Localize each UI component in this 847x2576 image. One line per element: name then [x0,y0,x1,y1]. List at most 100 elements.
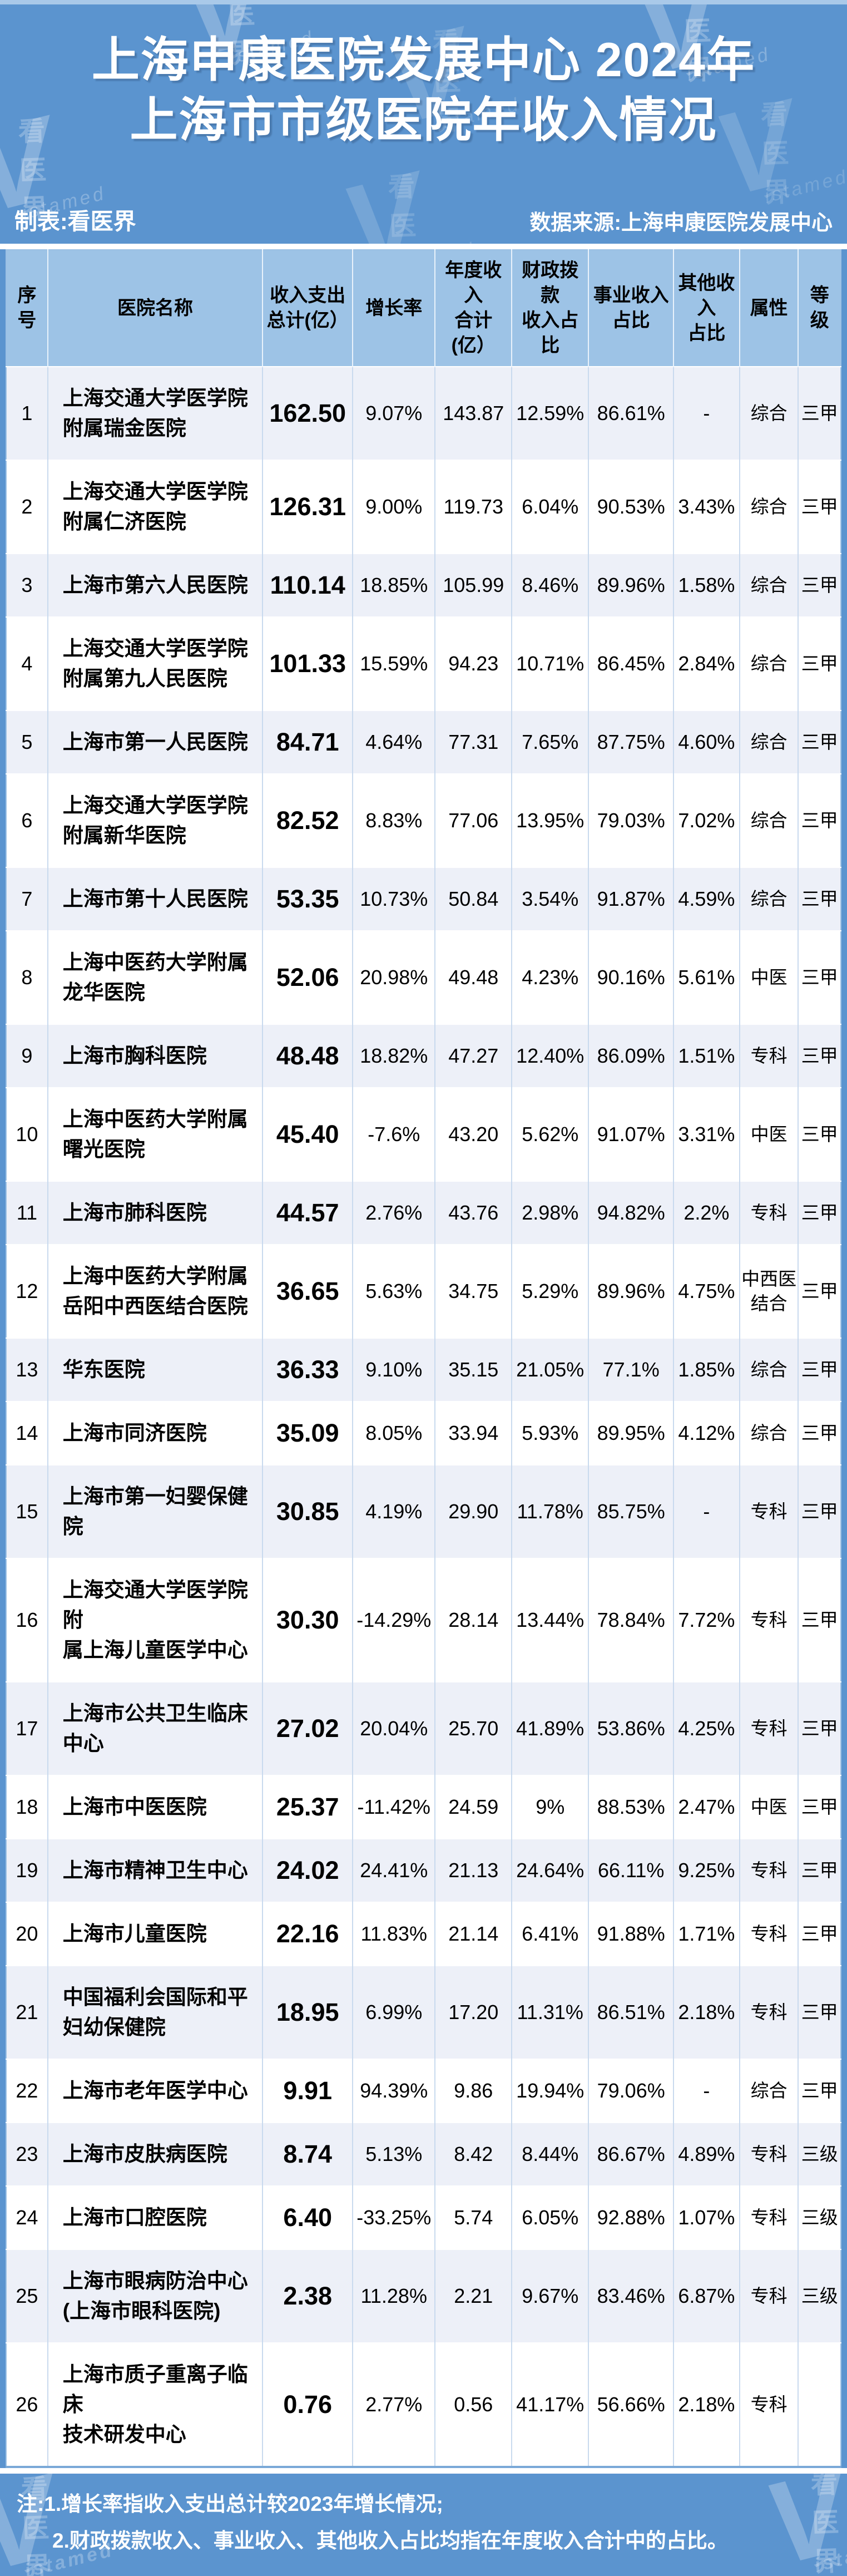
attribute-value: 专科 [739,1558,799,1682]
other-ratio-value: 5.61% [673,930,740,1024]
attribute-value: 专科 [739,1024,799,1088]
row-index: 13 [6,1338,48,1401]
business-ratio-value: 94.82% [588,1181,675,1245]
hospital-name: 上海交通大学医学院 附属瑞金医院 [47,366,264,460]
annual-income-value: 77.06 [435,773,513,867]
total-income-expense-value: 84.71 [262,710,354,774]
hospital-name: 上海市第六人民医院 [47,553,264,617]
hospital-name: 上海市胸科医院 [47,1024,264,1088]
col-header-other-ratio: 其他收入 占比 [673,250,740,367]
growth-rate-value: 18.85% [353,553,436,617]
attribute-value: 中医 [739,1087,799,1181]
business-ratio-value: 86.45% [588,616,675,710]
fiscal-ratio-value: 3.54% [512,867,590,931]
header-band: V 看医界 istamed V 看医界 istamed V 看医界 istame… [0,4,847,244]
annual-income-value: 35.15 [435,1338,513,1401]
grade-value: 三甲 [798,2059,841,2123]
fiscal-ratio-value: 19.94% [512,2059,590,2123]
row-index: 12 [6,1244,48,1338]
attribute-value: 综合 [739,710,799,774]
other-ratio-value: - [673,1464,740,1558]
fiscal-ratio-value: 7.65% [512,710,590,774]
page-title-line1: 上海申康医院发展中心 2024年 [91,33,756,87]
growth-rate-value: 9.00% [353,460,436,554]
grade-value: 三甲 [798,1558,841,1682]
growth-rate-value: 20.04% [353,1681,436,1775]
attribute-value: 专科 [739,1181,799,1245]
row-index: 20 [6,1902,48,1966]
grade-value: 三甲 [798,366,841,460]
total-income-expense-value: 48.48 [262,1024,354,1088]
row-index: 18 [6,1775,48,1839]
fiscal-ratio-value: 6.41% [512,1902,590,1966]
fiscal-ratio-value: 21.05% [512,1338,590,1401]
hospital-name: 上海市儿童医院 [47,1902,264,1966]
grade-value: 三甲 [798,460,841,554]
growth-rate-value: 18.82% [353,1024,436,1088]
attribute-value: 专科 [739,2185,799,2249]
row-index: 24 [6,2185,48,2249]
other-ratio-value: 7.02% [673,773,740,867]
row-index: 10 [6,1087,48,1181]
growth-rate-value: 9.10% [353,1338,436,1401]
row-index: 14 [6,1401,48,1465]
col-header-business-ratio: 事业收入 占比 [588,250,675,367]
fiscal-ratio-value: 9.67% [512,2249,590,2343]
growth-rate-value: 11.83% [353,1902,436,1966]
row-index: 22 [6,2059,48,2123]
grade-value: 三级 [798,2122,841,2186]
annual-income-value: 21.14 [435,1902,513,1966]
growth-rate-value: 20.98% [353,930,436,1024]
table-row: 23 上海市皮肤病医院 8.74 5.13% 8.42 8.44% 86.67%… [6,2122,841,2186]
other-ratio-value: 7.72% [673,1558,740,1682]
hospital-name: 上海市第十人民医院 [47,867,264,931]
total-income-expense-value: 82.52 [262,773,354,867]
annual-income-value: 28.14 [435,1558,513,1682]
business-ratio-value: 78.84% [588,1558,675,1682]
fiscal-ratio-value: 41.89% [512,1681,590,1775]
grade-value: 三甲 [798,1775,841,1839]
growth-rate-value: 10.73% [353,867,436,931]
annual-income-value: 43.76 [435,1181,513,1245]
business-ratio-value: 77.1% [588,1338,675,1401]
other-ratio-value: 1.51% [673,1024,740,1088]
annual-income-value: 2.21 [435,2249,513,2343]
footer-notes-band: V 看医界 istamed V 看医界 istamed 注:1.增长率指收入支出… [0,2474,847,2576]
total-income-expense-value: 9.91 [262,2059,354,2123]
growth-rate-value: -7.6% [353,1087,436,1181]
attribute-value: 专科 [739,1965,799,2059]
other-ratio-value: 2.84% [673,616,740,710]
annual-income-value: 105.99 [435,553,513,617]
other-ratio-value: 2.2% [673,1181,740,1245]
hospital-name: 上海市质子重离子临床 技术研发中心 [47,2342,264,2467]
business-ratio-value: 66.11% [588,1838,675,1902]
row-index: 15 [6,1464,48,1558]
total-income-expense-value: 45.40 [262,1087,354,1181]
row-index: 9 [6,1024,48,1088]
hospital-name: 上海市公共卫生临床 中心 [47,1681,264,1775]
business-ratio-value: 91.07% [588,1087,675,1181]
attribute-value: 专科 [739,1902,799,1966]
row-index: 26 [6,2342,48,2467]
table-row: 9 上海市胸科医院 48.48 18.82% 47.27 12.40% 86.0… [6,1024,841,1088]
fiscal-ratio-value: 10.71% [512,616,590,710]
row-index: 6 [6,773,48,867]
business-ratio-value: 89.95% [588,1401,675,1465]
table-row: 14 上海市同济医院 35.09 8.05% 33.94 5.93% 89.95… [6,1401,841,1465]
total-income-expense-value: 101.33 [262,616,354,710]
table-row: 20 上海市儿童医院 22.16 11.83% 21.14 6.41% 91.8… [6,1902,841,1966]
other-ratio-value: 1.07% [673,2185,740,2249]
annual-income-value: 143.87 [435,366,513,460]
attribute-value: 中医 [739,1775,799,1839]
total-income-expense-value: 8.74 [262,2122,354,2186]
grade-value: 三甲 [798,867,841,931]
attribute-value: 综合 [739,867,799,931]
growth-rate-value: -33.25% [353,2185,436,2249]
business-ratio-value: 87.75% [588,710,675,774]
annual-income-value: 24.59 [435,1775,513,1839]
row-index: 17 [6,1681,48,1775]
col-header-total-income-expense: 收入支出 总计(亿） [262,250,354,367]
hospital-name: 上海市老年医学中心 [47,2059,264,2123]
grade-value: 三甲 [798,1087,841,1181]
grade-value: 三甲 [798,1181,841,1245]
